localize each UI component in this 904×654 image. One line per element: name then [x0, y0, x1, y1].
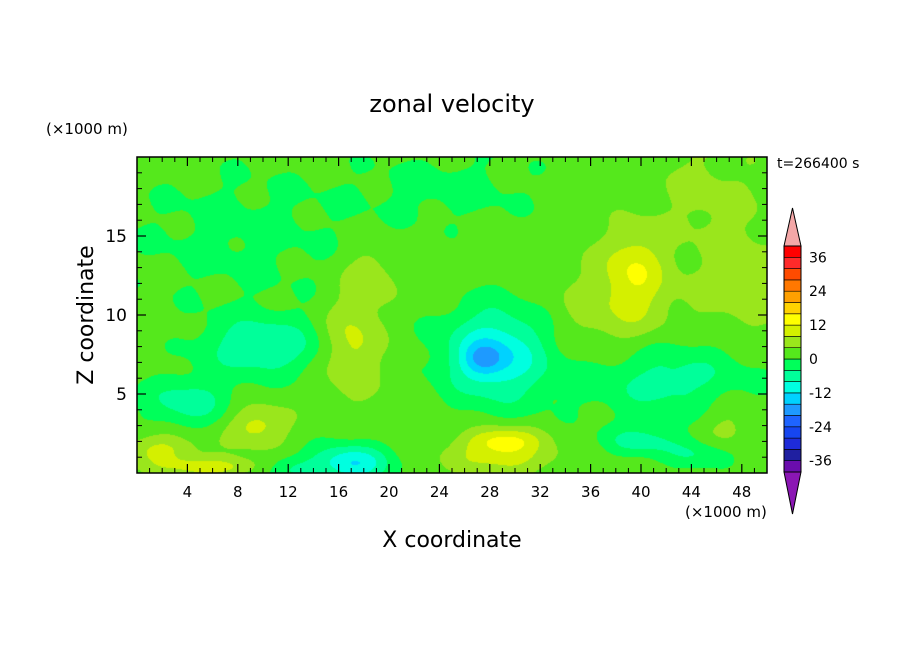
- colorbar-segment: [783, 460, 802, 473]
- x-tick-label: 4: [183, 483, 193, 501]
- colorbar-tick-label: 24: [809, 284, 827, 300]
- colorbar-segment: [783, 358, 802, 371]
- colorbar-segment: [783, 369, 802, 382]
- x-axis: 4 8 12 16 20 24 28 32 36 40 44 48: [149, 157, 755, 501]
- x-tick-label: 24: [430, 483, 449, 501]
- colorbar-under-triangle: [783, 471, 802, 515]
- x-tick-label: 48: [732, 483, 751, 501]
- colorbar-segment: [783, 426, 802, 439]
- colorbar-segment: [783, 403, 802, 416]
- y-tick-label: 5: [116, 385, 127, 405]
- y-tick-label: 10: [105, 306, 127, 326]
- x-tick-label: 40: [631, 483, 650, 501]
- y-axis: 5 10 15: [105, 172, 767, 458]
- colorbar-tick-label: -24: [809, 420, 832, 436]
- x-tick-label: 8: [233, 483, 243, 501]
- colorbar-tick-label: 0: [809, 352, 818, 368]
- x-tick-label: 44: [682, 483, 701, 501]
- x-tick-label: 12: [279, 483, 298, 501]
- x-tick-label: 32: [531, 483, 550, 501]
- colorbar-segment: [783, 313, 802, 326]
- x-axis-title: X coordinate: [382, 528, 521, 553]
- colorbar-segment: [783, 268, 802, 281]
- x-tick-label: 20: [379, 483, 398, 501]
- colorbar-segment: [783, 302, 802, 315]
- time-label: t=266400 s: [777, 156, 859, 172]
- heatmap-field: [137, 157, 767, 473]
- x-tick-label: 28: [480, 483, 499, 501]
- colorbar-segment: [783, 336, 802, 348]
- x-unit-label: (×1000 m): [685, 503, 767, 521]
- y-tick-label: 15: [105, 227, 127, 247]
- plot-area: [136, 156, 768, 474]
- colorbar-tick-label: -12: [809, 386, 832, 402]
- chart-title: zonal velocity: [369, 90, 534, 118]
- colorbar-segment: [783, 290, 802, 303]
- colorbar-over-triangle: [783, 207, 802, 247]
- colorbar-segment: [783, 392, 802, 405]
- colorbar-segment: [783, 437, 802, 450]
- colorbar-segment: [783, 415, 802, 428]
- colorbar: 36 24 12 0 -12 -24 -36: [783, 207, 832, 515]
- colorbar-tick-label: -36: [809, 454, 832, 470]
- x-tick-label: 16: [329, 483, 348, 501]
- colorbar-segment: [783, 347, 802, 360]
- x-tick-label: 36: [581, 483, 600, 501]
- colorbar-segment: [783, 256, 802, 269]
- y-unit-label: (×1000 m): [46, 120, 128, 138]
- colorbar-tick-label: 12: [809, 318, 827, 334]
- colorbar-segment: [783, 279, 802, 292]
- colorbar-tick-label: 36: [809, 250, 827, 266]
- colorbar-segment: [783, 245, 802, 258]
- colorbar-segment: [783, 324, 802, 337]
- y-axis-title: Z coordinate: [74, 245, 99, 384]
- colorbar-frame: [783, 245, 802, 473]
- colorbar-segment: [783, 449, 802, 461]
- colorbar-segment: [783, 381, 802, 394]
